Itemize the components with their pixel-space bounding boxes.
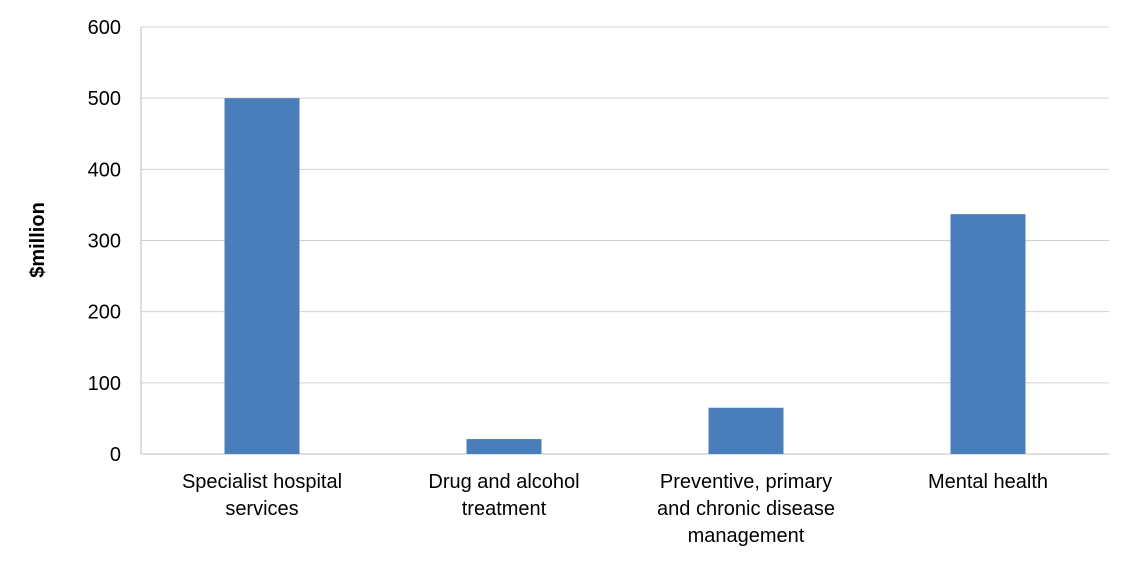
y-tick-label: 0 xyxy=(110,444,121,466)
y-tick-label: 100 xyxy=(88,373,121,395)
y-tick-label: 500 xyxy=(88,88,121,110)
y-axis-title: $million xyxy=(27,202,49,278)
x-category-label: Preventive, primary and chronic disease ma… xyxy=(657,471,835,547)
bars xyxy=(224,98,1026,455)
y-tick-label: 300 xyxy=(88,231,121,253)
bar xyxy=(466,439,542,454)
y-tick-label: 400 xyxy=(88,159,121,181)
y-axis-ticks: 0 100 200 300 400 500 600 xyxy=(88,17,121,466)
x-category-label: Drug and alcohol treatment xyxy=(428,471,579,520)
gridlines xyxy=(140,26,1109,455)
y-tick-label: 600 xyxy=(88,17,121,39)
x-category-label: Specialist hospital services xyxy=(182,471,342,520)
bar xyxy=(224,98,300,455)
x-category-label: Mental health xyxy=(928,471,1048,493)
bar xyxy=(950,214,1026,454)
y-tick-label: 200 xyxy=(88,302,121,324)
bar xyxy=(708,407,784,454)
x-axis-labels: Specialist hospital services Drug and alco… xyxy=(182,471,1048,547)
